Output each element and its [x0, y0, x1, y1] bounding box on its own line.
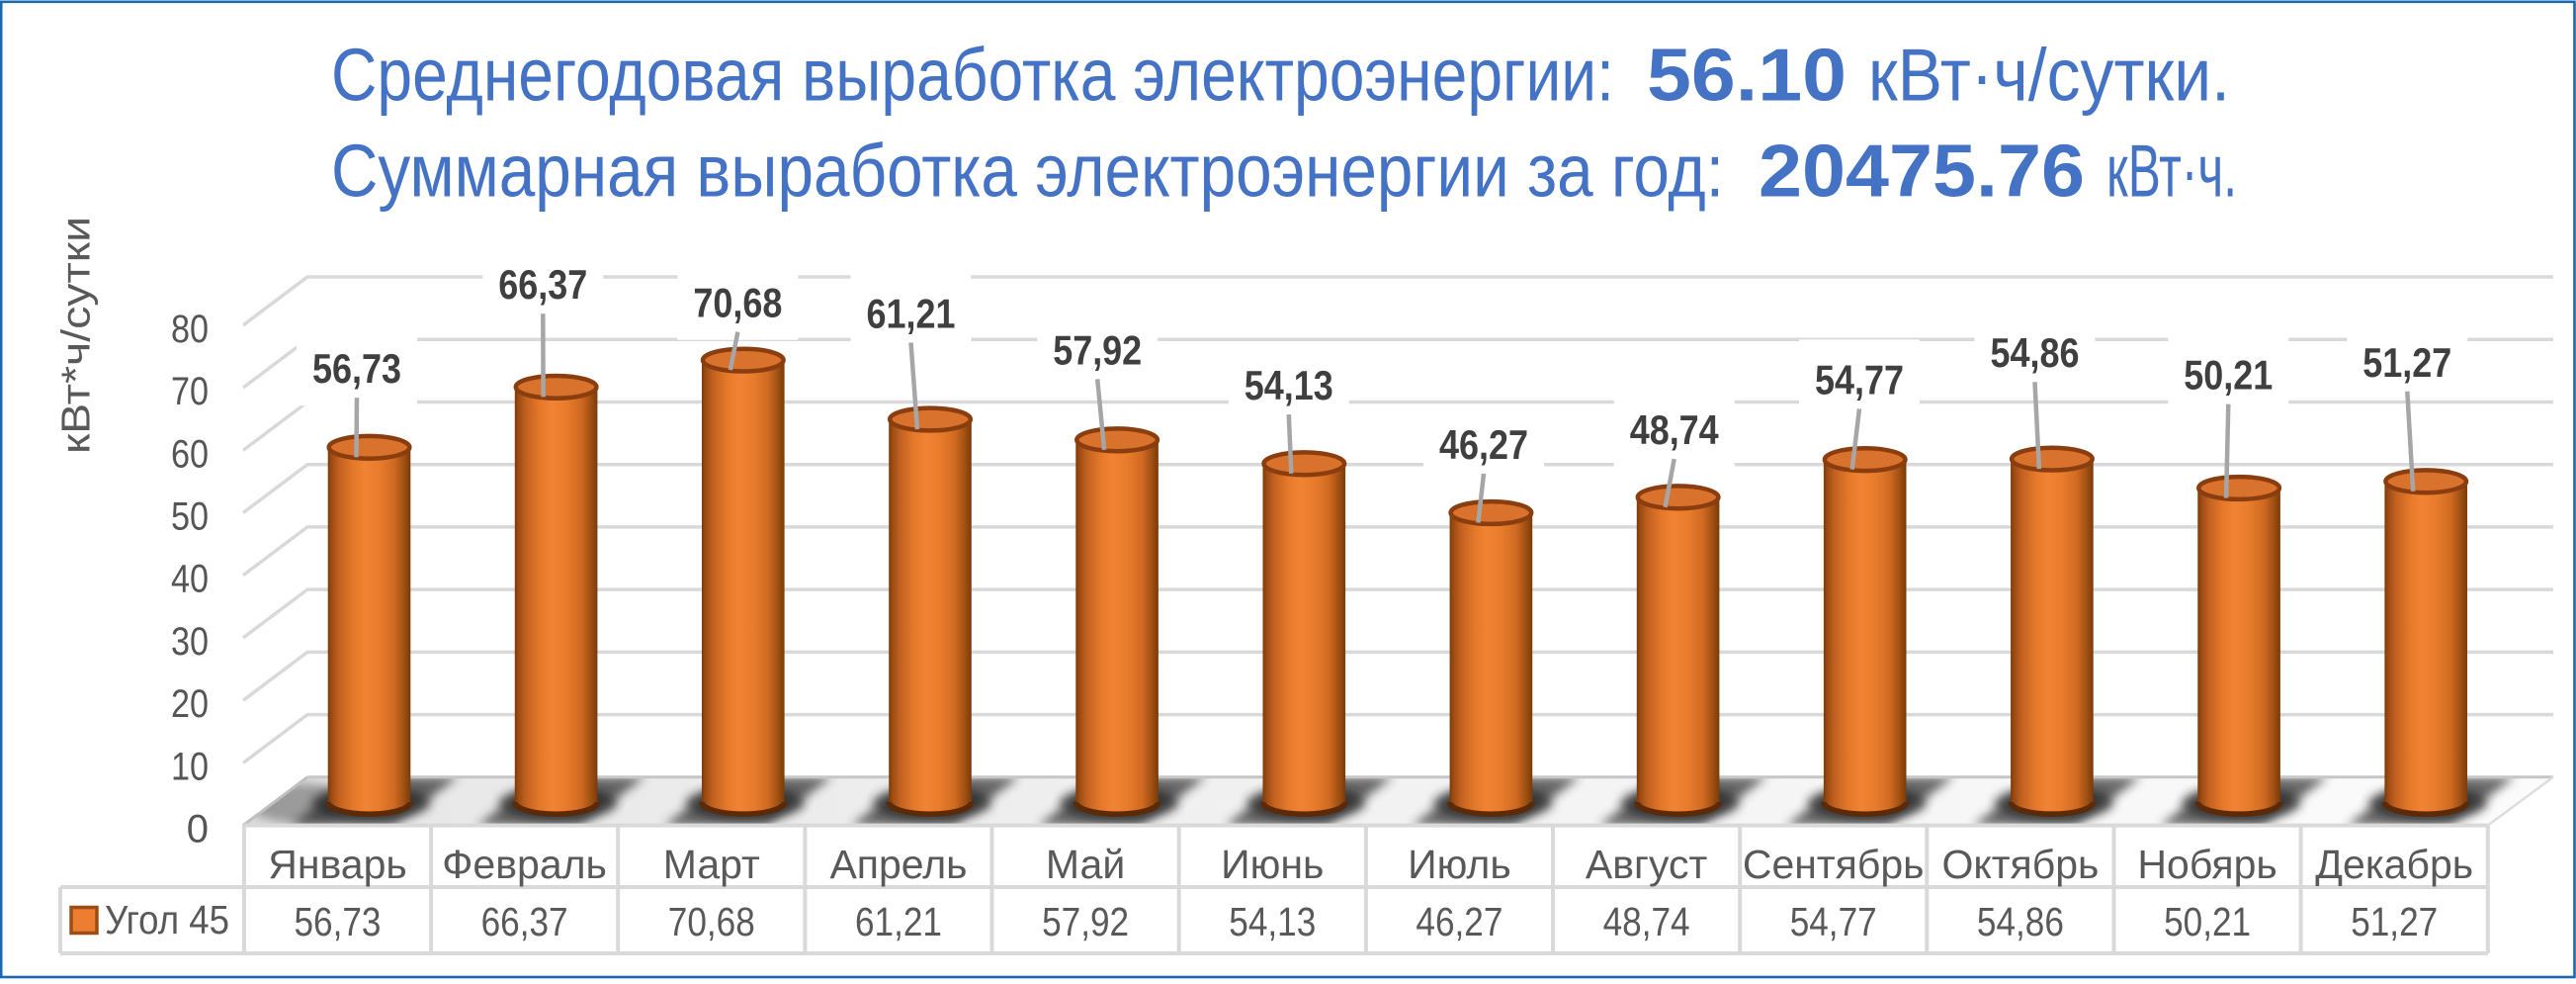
svg-text:54,77: 54,77	[1815, 356, 1904, 403]
svg-text:30: 30	[171, 620, 209, 664]
svg-text:Август: Август	[1586, 842, 1708, 887]
svg-text:Июль: Июль	[1408, 842, 1511, 887]
svg-text:кВт·ч/сутки.: кВт·ч/сутки.	[1868, 34, 2230, 117]
svg-text:56,73: 56,73	[312, 345, 401, 392]
svg-text:Среднегодовая выработка электр: Среднегодовая выработка электроэнергии:	[331, 34, 1614, 117]
svg-text:Нобярь: Нобярь	[2137, 842, 2276, 887]
svg-text:80: 80	[171, 308, 209, 351]
svg-text:57,92: 57,92	[1042, 899, 1129, 944]
svg-text:50: 50	[171, 495, 209, 539]
svg-text:Декабрь: Декабрь	[2315, 842, 2473, 887]
svg-text:54,13: 54,13	[1229, 899, 1316, 944]
svg-text:51,27: 51,27	[2362, 339, 2451, 386]
svg-text:70,68: 70,68	[668, 899, 755, 944]
svg-text:61,21: 61,21	[867, 291, 956, 337]
svg-text:Март: Март	[663, 842, 760, 887]
svg-text:46,27: 46,27	[1439, 421, 1528, 468]
svg-text:Февраль: Февраль	[442, 842, 607, 887]
svg-text:0: 0	[187, 808, 209, 851]
svg-text:66,37: 66,37	[481, 899, 568, 944]
svg-text:Январь: Январь	[268, 842, 407, 887]
svg-text:Май: Май	[1046, 842, 1125, 887]
svg-text:56.10: 56.10	[1647, 34, 1846, 117]
svg-text:46,27: 46,27	[1416, 899, 1503, 944]
svg-text:60: 60	[171, 432, 209, 476]
svg-text:10: 10	[171, 745, 209, 788]
svg-text:54,86: 54,86	[1977, 899, 2064, 944]
svg-text:Апрель: Апрель	[829, 842, 967, 887]
svg-text:20475.76: 20475.76	[1759, 130, 2085, 213]
svg-text:50,21: 50,21	[2184, 352, 2273, 399]
svg-text:66,37: 66,37	[498, 261, 587, 308]
svg-text:57,92: 57,92	[1053, 326, 1142, 373]
svg-text:Сентябрь: Сентябрь	[1743, 842, 1925, 887]
svg-text:20: 20	[171, 682, 209, 726]
svg-text:кВт·ч.: кВт·ч.	[2106, 130, 2237, 213]
svg-text:48,74: 48,74	[1603, 899, 1690, 944]
svg-text:54,13: 54,13	[1245, 362, 1333, 408]
svg-text:40: 40	[171, 558, 209, 601]
svg-text:50,21: 50,21	[2164, 899, 2251, 944]
svg-text:54,86: 54,86	[1991, 329, 2080, 376]
svg-text:кВт*ч/сутки: кВт*ч/сутки	[53, 217, 99, 454]
svg-text:56,73: 56,73	[295, 899, 382, 944]
svg-text:Суммарная выработка электроэне: Суммарная выработка электроэнергии за го…	[331, 130, 1724, 213]
svg-text:70,68: 70,68	[693, 280, 782, 326]
svg-text:48,74: 48,74	[1630, 406, 1720, 453]
svg-text:Угол 45: Угол 45	[105, 897, 229, 942]
svg-text:61,21: 61,21	[855, 899, 942, 944]
svg-text:51,27: 51,27	[2351, 899, 2438, 944]
svg-text:70: 70	[171, 370, 209, 413]
svg-text:Июнь: Июнь	[1221, 842, 1324, 887]
svg-text:54,77: 54,77	[1790, 899, 1877, 944]
svg-text:Октябрь: Октябрь	[1941, 842, 2099, 887]
